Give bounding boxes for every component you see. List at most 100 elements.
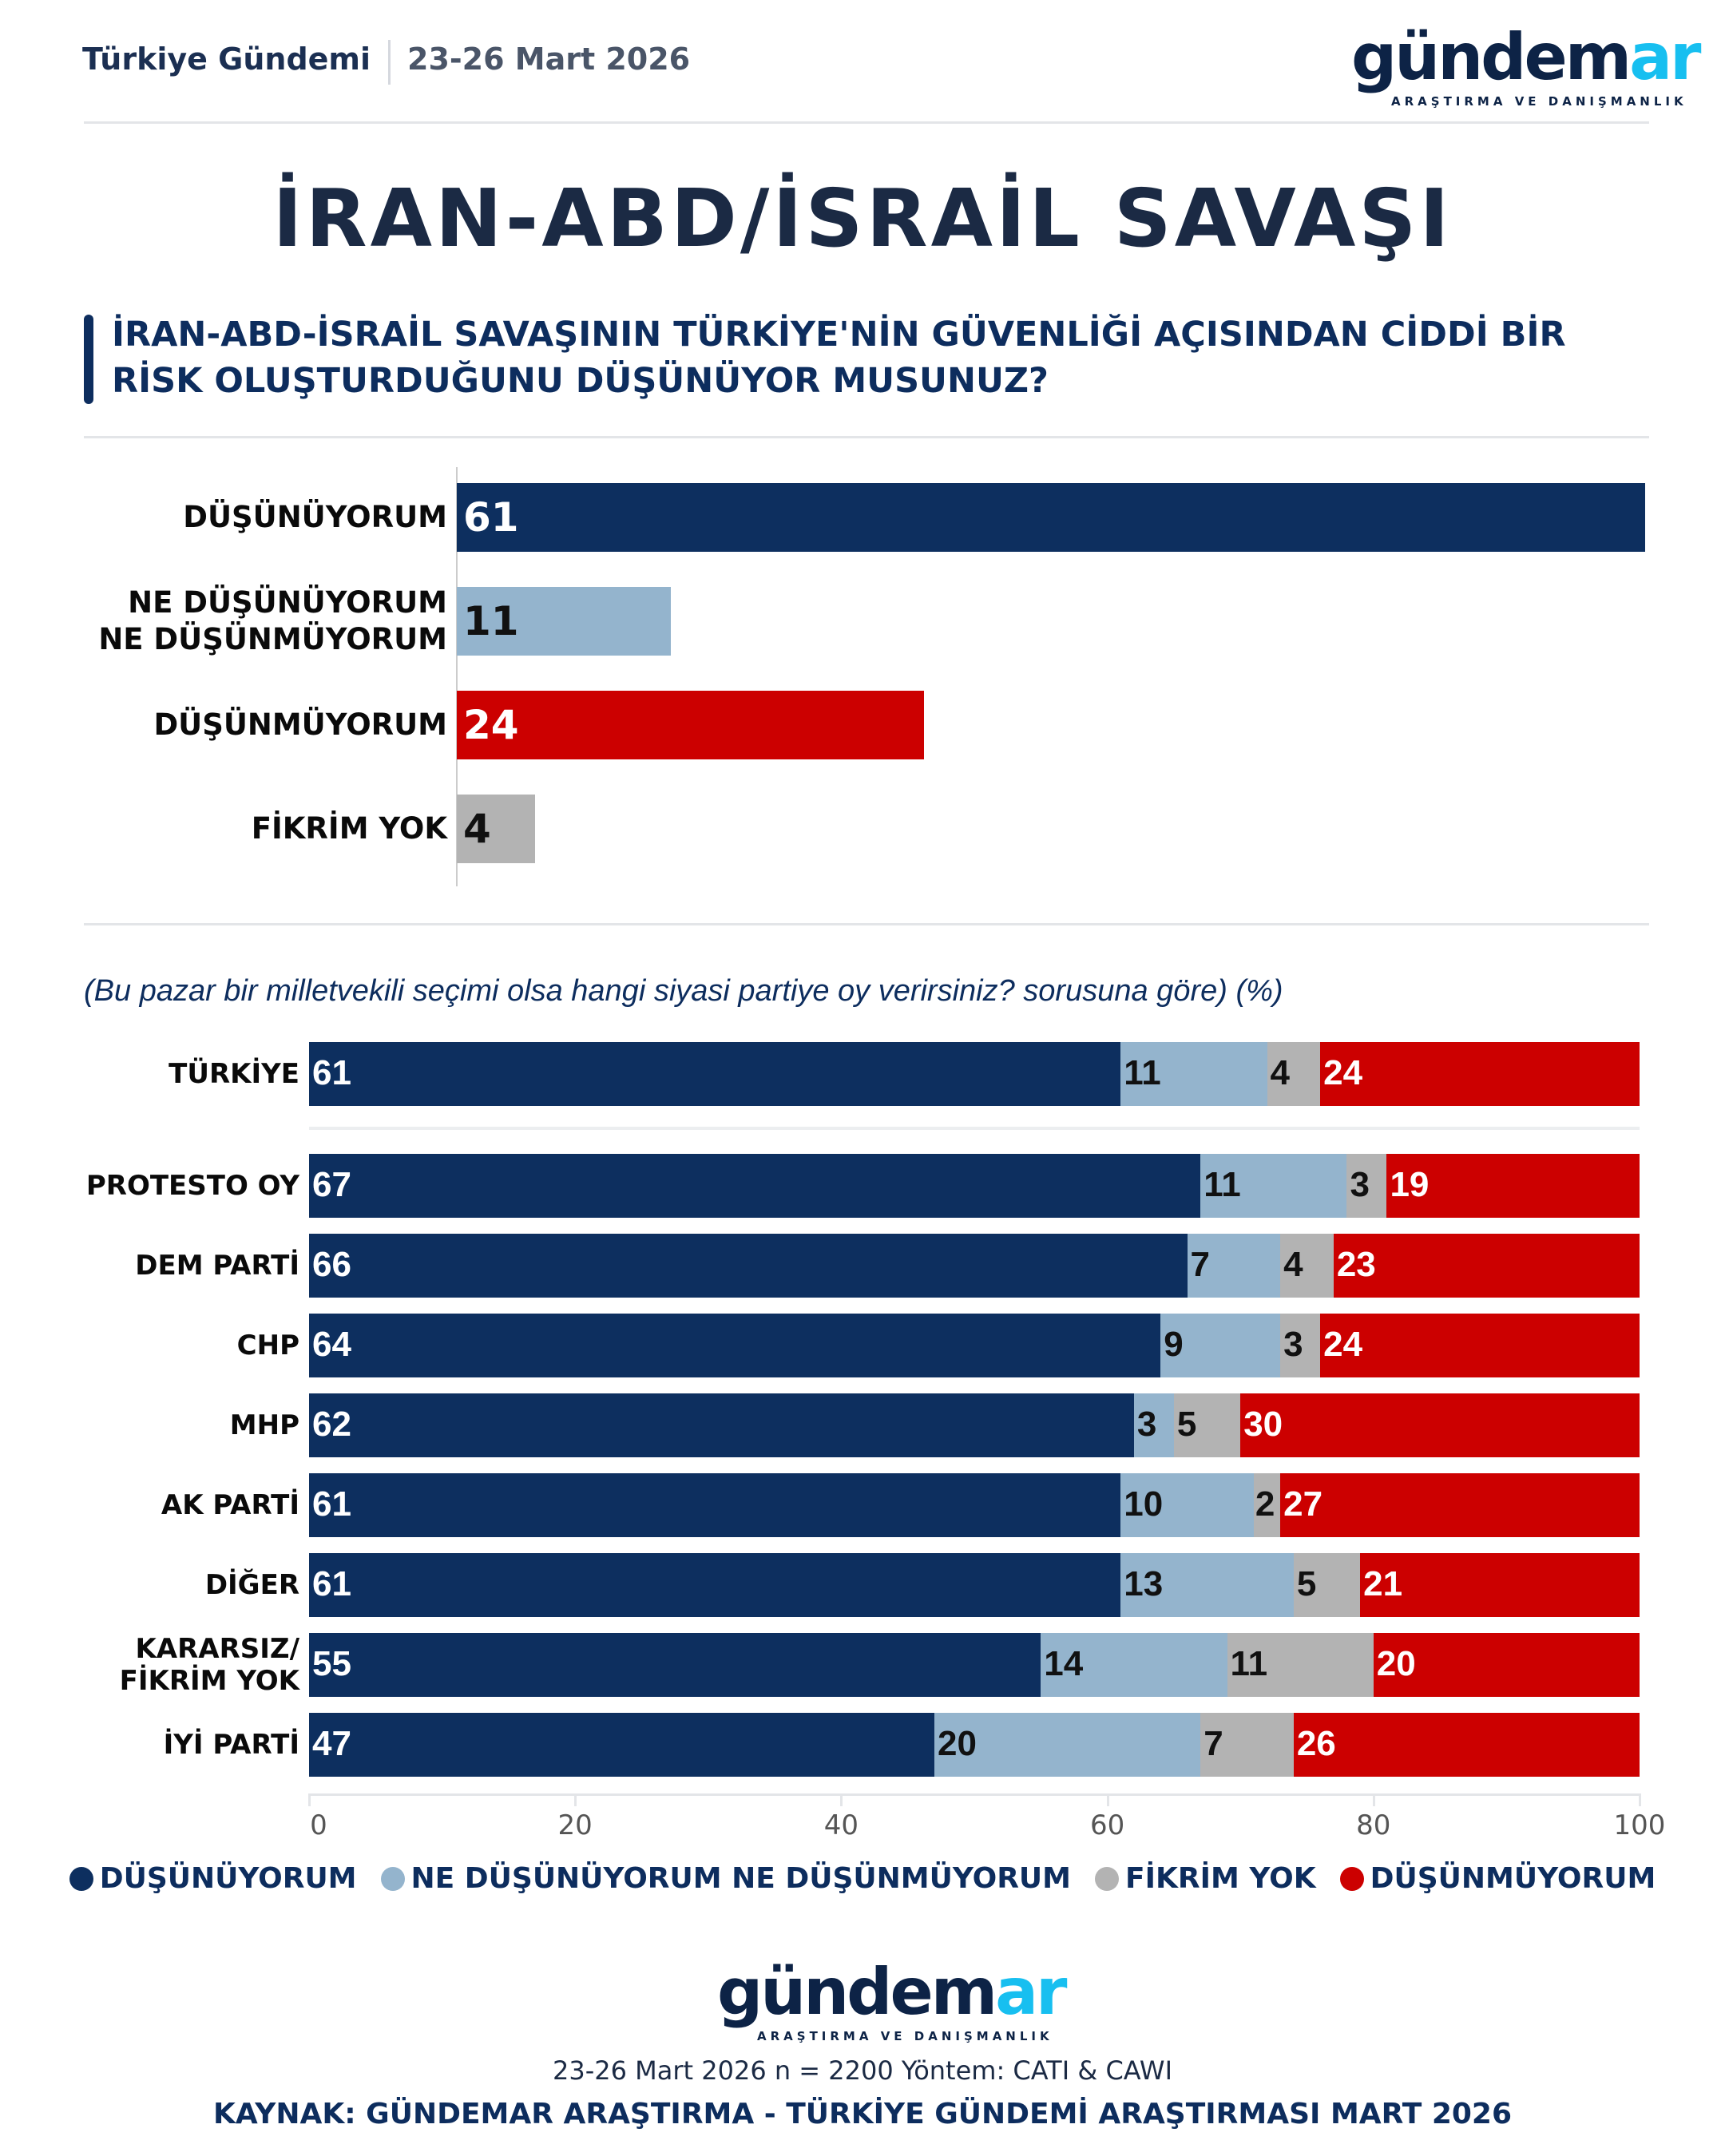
x-tick [840, 1793, 843, 1806]
logo-accent: ar [995, 1955, 1067, 2029]
segment-value: 4 [1283, 1245, 1303, 1284]
category-label: AK PARTİ [161, 1489, 299, 1521]
bar-value: 4 [463, 806, 491, 852]
segment-value: 27 [1283, 1484, 1323, 1524]
question-text: İRAN-ABD-İSRAİL SAVAŞININ TÜRKİYE'NİN GÜ… [112, 315, 1566, 401]
bar-segment: 7 [1187, 1234, 1281, 1298]
bar: 24 [457, 691, 925, 759]
segment-value: 61 [312, 1053, 351, 1092]
segment-value: 20 [1376, 1644, 1416, 1683]
category-label-line: FİKRİM YOK [119, 1665, 299, 1697]
bar-segment: 21 [1360, 1553, 1640, 1617]
legend-label: DÜŞÜNÜYORUM [99, 1862, 357, 1895]
bar-segment: 66 [309, 1234, 1188, 1298]
logo-main: gündem [1351, 20, 1632, 94]
row-separator [309, 1127, 1640, 1130]
x-tick [1106, 1793, 1109, 1806]
bar: 11 [457, 587, 672, 656]
category-label: KARARSIZ/FİKRİM YOK [120, 1633, 299, 1697]
divider [84, 923, 1649, 925]
logo-main: gündem [717, 1955, 997, 2029]
bar-label: NE DÜŞÜNÜYORUM NE DÜŞÜNMÜYORUM [98, 585, 447, 658]
bar-segment: 47 [309, 1713, 935, 1777]
header-divider [388, 40, 391, 85]
segment-value: 11 [1124, 1053, 1161, 1092]
segment-value: 4 [1270, 1053, 1290, 1092]
footer-logo-tagline: ARAŞTIRMA VE DANIŞMANLIK [757, 2029, 1053, 2043]
bar-label-line: DÜŞÜNMÜYORUM [153, 707, 447, 742]
category-label-line: KARARSIZ/ [135, 1633, 299, 1665]
segment-value: 5 [1296, 1564, 1317, 1603]
segment-value: 23 [1336, 1245, 1376, 1284]
category-label-line: DEM PARTİ [135, 1250, 299, 1282]
legend-label: FİKRİM YOK [1125, 1862, 1316, 1895]
bar-segment: 23 [1333, 1234, 1640, 1298]
segment-value: 7 [1190, 1245, 1211, 1284]
category-label-line: CHP [236, 1330, 299, 1361]
segment-value: 66 [312, 1245, 351, 1284]
segment-value: 10 [1124, 1484, 1164, 1524]
bar-label: FİKRİM YOK [252, 810, 447, 847]
bar-segment: 27 [1280, 1473, 1640, 1537]
segment-value: 67 [312, 1165, 351, 1204]
category-label: MHP [230, 1409, 299, 1441]
bar: 61 [457, 483, 1645, 552]
category-label-line: İYİ PARTİ [163, 1729, 299, 1761]
category-label: TÜRKİYE [169, 1058, 299, 1090]
bar-segment: 67 [309, 1154, 1201, 1218]
legend-item: FİKRİM YOK [1095, 1862, 1316, 1895]
bar-segment: 3 [1133, 1393, 1174, 1457]
legend-item: DÜŞÜNÜYORUM [69, 1862, 357, 1895]
bar-segment: 61 [309, 1042, 1121, 1106]
segment-value: 2 [1255, 1484, 1275, 1524]
bar-segment: 30 [1240, 1393, 1640, 1457]
bar-segment: 20 [934, 1713, 1201, 1777]
segment-value: 21 [1363, 1564, 1403, 1603]
legend-dot-icon [380, 1866, 405, 1891]
segment-value: 11 [1230, 1644, 1268, 1683]
header-topic: Türkiye Gündemi [82, 42, 371, 77]
question-accent-bar [84, 315, 93, 404]
bar-segment: 9 [1160, 1314, 1281, 1377]
segment-value: 9 [1164, 1325, 1184, 1364]
segment-value: 24 [1323, 1053, 1363, 1092]
bar: 4 [457, 795, 535, 863]
bar-label-line: FİKRİM YOK [251, 811, 447, 846]
bar-segment: 3 [1280, 1314, 1321, 1377]
legend: DÜŞÜNÜYORUM NE DÜŞÜNÜYORUM NE DÜŞÜNMÜYORU… [0, 1862, 1725, 1895]
segment-value: 3 [1136, 1405, 1157, 1444]
bar-segment: 4 [1267, 1042, 1321, 1106]
bar-segment: 26 [1293, 1713, 1640, 1777]
segment-value: 7 [1204, 1724, 1223, 1763]
legend-dot-icon [1095, 1866, 1119, 1891]
bar-value: 11 [463, 598, 519, 644]
bar-segment: 3 [1346, 1154, 1387, 1218]
bar-segment: 11 [1200, 1154, 1347, 1218]
bar-segment: 11 [1227, 1633, 1374, 1697]
source-note: KAYNAK: GÜNDEMAR ARAŞTIRMA - TÜRKİYE GÜN… [212, 2098, 1513, 2130]
legend-dot-icon [69, 1866, 93, 1891]
bar-segment: 55 [309, 1633, 1041, 1697]
category-label-line: TÜRKİYE [169, 1058, 299, 1090]
segment-value: 30 [1243, 1405, 1283, 1444]
category-label: İYİ PARTİ [164, 1729, 299, 1761]
segment-value: 62 [312, 1405, 351, 1444]
bar-segment: 2 [1253, 1473, 1281, 1537]
bar-label-line: DÜŞÜNÜYORUM [183, 500, 447, 534]
legend-item: DÜŞÜNMÜYORUM [1339, 1862, 1656, 1895]
x-tick-label: 40 [823, 1809, 859, 1841]
divider [84, 121, 1649, 124]
legend-label: DÜŞÜNMÜYORUM [1370, 1862, 1656, 1895]
bar-segment: 62 [309, 1393, 1134, 1457]
bar-segment: 10 [1120, 1473, 1254, 1537]
x-tick [1372, 1793, 1375, 1806]
methodology-note: 23-26 Mart 2026 n = 2200 Yöntem: CATI & … [552, 2055, 1172, 2086]
bar-segment: 24 [1320, 1042, 1640, 1106]
bar-segment: 11 [1120, 1042, 1267, 1106]
category-label: DEM PARTİ [135, 1250, 299, 1282]
bar-value: 61 [463, 494, 519, 541]
footer-logo: gündemar [717, 1960, 1068, 2024]
category-label-line: MHP [229, 1409, 299, 1441]
logo-tagline: ARAŞTIRMA VE DANIŞMANLIK [1391, 94, 1687, 109]
bar-segment: 13 [1120, 1553, 1294, 1617]
